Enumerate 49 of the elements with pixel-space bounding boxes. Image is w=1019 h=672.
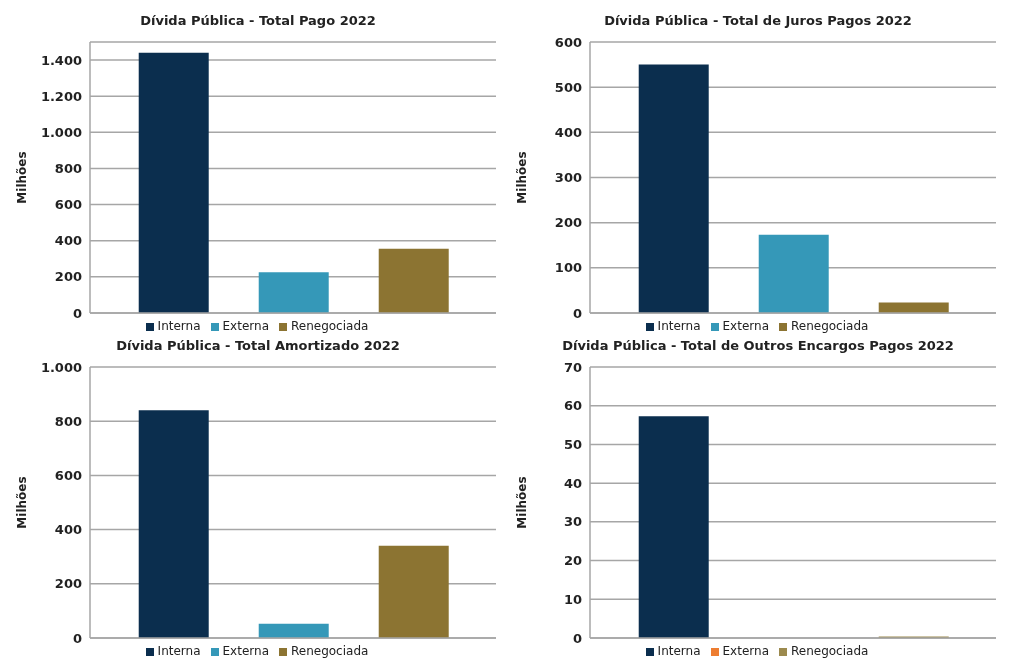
chart-title: Dívida Pública - Total Pago 2022 — [139, 12, 377, 30]
y-tick-label: 1.000 — [40, 124, 82, 140]
y-tick-label: 0 — [72, 305, 82, 321]
legend-label: Interna — [657, 644, 701, 658]
legend-label: Externa — [722, 644, 769, 658]
chart-title: Dívida Pública - Total de Outros Encargos Pagos 2022 — [561, 337, 955, 355]
y-tick-label: 0 — [572, 630, 582, 646]
legend-label: Renegociada — [290, 319, 369, 333]
y-axis-title: Milhões — [15, 151, 30, 204]
y-tick-label: 500 — [554, 79, 582, 95]
y-tick-label: 400 — [54, 233, 82, 249]
y-tick-label: 200 — [54, 269, 82, 285]
legend-label: Externa — [222, 644, 269, 658]
y-tick-label: 400 — [54, 522, 82, 538]
y-tick-label: 30 — [563, 514, 582, 530]
y-tick-label: 0 — [572, 305, 582, 321]
y-tick-label: 600 — [554, 34, 582, 50]
y-tick-label: 400 — [554, 124, 582, 140]
y-tick-label: 1.400 — [40, 52, 82, 68]
y-tick-label: 600 — [54, 468, 82, 484]
y-axis-title: Milhões — [515, 151, 530, 204]
y-tick-label: 10 — [563, 591, 582, 607]
y-axis-title: Milhões — [15, 476, 30, 529]
y-tick-label: 1.000 — [40, 359, 82, 375]
y-tick-label: 200 — [54, 576, 82, 592]
y-tick-label: 60 — [563, 398, 582, 414]
legend-label: Interna — [157, 644, 201, 658]
y-tick-label: 0 — [72, 630, 82, 646]
legend-label: Renegociada — [790, 319, 869, 333]
chart-title: Dívida Pública - Total Amortizado 2022 — [115, 337, 401, 355]
y-tick-label: 800 — [54, 161, 82, 177]
legend-label: Externa — [722, 319, 769, 333]
chart-title: Dívida Pública - Total de Juros Pagos 2022 — [603, 12, 913, 30]
y-tick-label: 1.200 — [40, 88, 82, 104]
legend-label: Interna — [157, 319, 201, 333]
legend-label: Renegociada — [790, 644, 869, 658]
y-tick-label: 300 — [554, 170, 582, 186]
y-tick-label: 50 — [563, 437, 582, 453]
y-tick-label: 70 — [563, 359, 582, 375]
legend-label: Interna — [657, 319, 701, 333]
y-tick-label: 20 — [563, 553, 582, 569]
y-tick-label: 600 — [54, 197, 82, 213]
y-axis-title: Milhões — [515, 476, 530, 529]
legend-label: Externa — [222, 319, 269, 333]
legend-label: Renegociada — [290, 644, 369, 658]
y-tick-label: 40 — [563, 475, 582, 491]
y-tick-label: 200 — [554, 215, 582, 231]
y-tick-label: 100 — [554, 260, 582, 276]
y-tick-label: 800 — [54, 413, 82, 429]
